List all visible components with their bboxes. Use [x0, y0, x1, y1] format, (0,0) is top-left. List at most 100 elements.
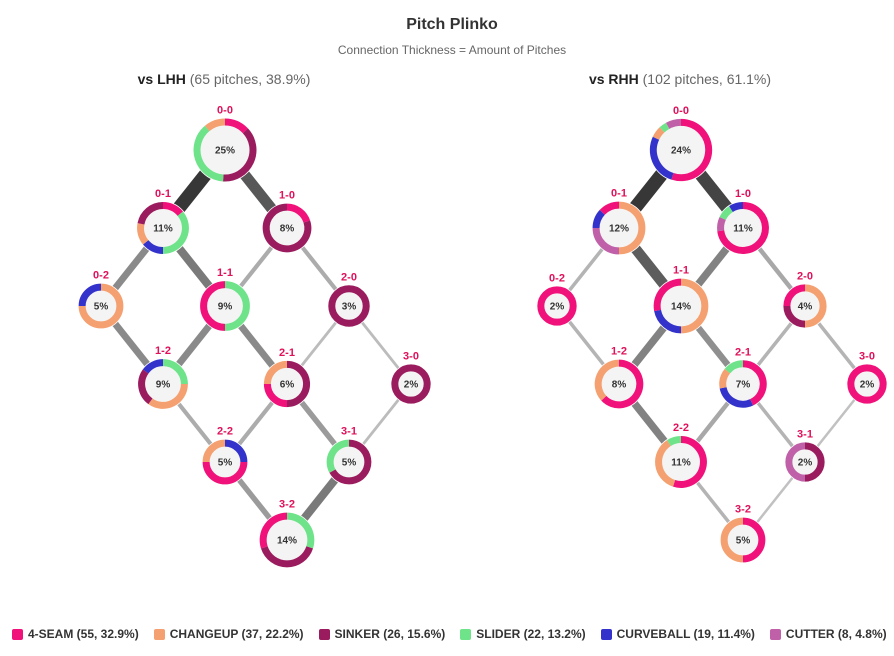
node-1-0: 8% 1-0	[261, 190, 313, 254]
node-pct-label: 11%	[671, 458, 691, 469]
node-pct-label: 11%	[153, 224, 173, 235]
ring-segment-4-seam	[202, 461, 248, 485]
ring-segment-4-seam	[672, 436, 707, 488]
node-pct-label: 24%	[671, 146, 691, 157]
ring-segment-sinker	[804, 442, 825, 482]
node-count-label: 2-2	[673, 422, 689, 434]
ring-segment-sinker	[783, 305, 806, 328]
node-1-1: 14% 1-1	[652, 265, 710, 335]
ring-segment-slider	[719, 206, 734, 221]
node-count-label: 0-1	[155, 188, 171, 200]
ring-segment-4-seam	[286, 203, 311, 223]
ring-segment-changeup	[148, 383, 188, 409]
legend-item-changeup[interactable]: CHANGEUP (37, 22.2%)	[153, 627, 304, 641]
node-count-label: 3-1	[341, 426, 357, 438]
plinko-panel-rhh: 24% 0-0 12% 0-1 11% 1-0 2% 0-2 14% 1-1 4% 2-0 8% 1-2 7…	[536, 105, 888, 564]
ring-segment-curveball	[592, 209, 605, 229]
ring-segment-sinker	[328, 285, 370, 327]
node-count-label: 0-0	[673, 105, 689, 117]
node-count-label: 1-2	[611, 346, 627, 358]
node-pct-label: 8%	[612, 380, 627, 391]
node-0-0: 24% 0-0	[649, 105, 713, 182]
plinko-diagram: 25% 0-0 11% 0-1 8% 1-0 5% 0-2 9% 1-1 3% 2-0 9% 1-2 6% 2…	[77, 105, 888, 569]
node-2-2: 11% 2-2	[654, 422, 708, 489]
node-2-0: 3% 2-0	[327, 271, 371, 328]
ring-segment-sinker	[286, 360, 310, 408]
legend-swatch	[153, 628, 165, 640]
node-3-0: 2% 3-0	[390, 350, 432, 405]
node-count-label: 1-2	[155, 345, 171, 357]
node-count-label: 3-0	[859, 350, 875, 362]
node-pct-label: 2%	[404, 380, 419, 391]
node-0-0: 25% 0-0	[192, 105, 258, 183]
node-3-0: 2% 3-0	[846, 350, 888, 405]
ring-segment-changeup	[594, 359, 620, 401]
ring-segment-cutter	[665, 118, 682, 129]
legend-label: CHANGEUP (37, 22.2%)	[169, 627, 304, 641]
ring-segment-changeup	[78, 283, 124, 329]
node-3-1: 2% 3-1	[784, 428, 826, 483]
ring-segment-curveball	[654, 309, 682, 334]
ring-segment-cutter	[785, 442, 806, 482]
ring-segment-curveball	[649, 136, 674, 180]
plinko-panel-lhh: 25% 0-0 11% 0-1 8% 1-0 5% 0-2 9% 1-1 3% 2-0 9% 1-2 6% 2…	[77, 105, 432, 569]
legend-swatch	[460, 628, 472, 640]
node-pct-label: 6%	[280, 380, 295, 391]
legend-item-cutter[interactable]: CUTTER (8, 4.8%)	[769, 627, 887, 641]
node-pct-label: 2%	[798, 458, 813, 469]
panel-hand-rhh: vs RHH	[588, 71, 639, 87]
node-3-1: 5% 3-1	[325, 426, 373, 486]
ring-segment-changeup	[680, 278, 709, 334]
legend-item-slider[interactable]: SLIDER (22, 13.2%)	[460, 627, 586, 641]
node-1-0: 11% 1-0	[716, 188, 770, 255]
ring-segment-cutter	[592, 227, 620, 255]
ring-segment-sinker	[260, 546, 314, 568]
node-1-2: 9% 1-2	[137, 345, 189, 410]
panel-title-lhh: vs LHH (65 pitches, 38.9%)	[114, 71, 334, 87]
node-2-1: 7% 2-1	[718, 346, 768, 409]
ring-segment-changeup	[719, 368, 731, 389]
node-count-label: 3-2	[735, 504, 751, 516]
chart-title: Pitch Plinko	[406, 16, 498, 33]
legend-item-4seam[interactable]: 4-SEAM (55, 32.9%)	[12, 627, 139, 641]
ring-segment-sinker	[391, 364, 431, 404]
ring-segment-sinker	[223, 128, 257, 182]
ring-segment-4-seam	[742, 360, 767, 406]
ring-segment-4-seam	[263, 383, 288, 408]
ring-segment-4-seam	[653, 278, 682, 312]
node-pct-label: 25%	[215, 146, 235, 157]
ring-segment-changeup	[137, 223, 149, 245]
node-count-label: 3-2	[279, 499, 295, 511]
legend-swatch	[318, 628, 330, 640]
ring-segment-curveball	[142, 359, 164, 374]
node-count-label: 3-1	[797, 428, 813, 440]
node-pct-label: 3%	[342, 302, 357, 313]
ring-segment-curveball	[729, 202, 744, 213]
ring-segment-slider	[659, 122, 670, 133]
node-0-1: 12% 0-1	[591, 188, 647, 256]
node-0-2: 2% 0-2	[536, 272, 578, 327]
ring-segment-4-seam	[671, 118, 713, 182]
ring-segment-slider	[162, 359, 188, 385]
ring-segment-curveball	[78, 283, 102, 307]
node-pct-label: 5%	[94, 302, 109, 313]
node-count-label: 2-1	[735, 346, 751, 358]
legend-item-curveball[interactable]: CURVEBALL (19, 11.4%)	[600, 627, 755, 641]
legend-label: CUTTER (8, 4.8%)	[785, 627, 887, 641]
ring-segment-curveball	[143, 239, 164, 254]
ring-segment-slider	[667, 436, 682, 447]
ring-segment-changeup	[655, 440, 676, 487]
ring-segment-slider	[162, 211, 189, 254]
legend-swatch	[12, 628, 23, 640]
ring-segment-sinker	[137, 202, 164, 225]
node-pct-label: 5%	[736, 536, 751, 547]
ring-segment-sinker	[262, 203, 312, 253]
ring-segment-slider	[224, 281, 250, 331]
legend-item-sinker[interactable]: SINKER (26, 15.6%)	[318, 627, 445, 641]
ring-segment-4-seam	[601, 359, 644, 409]
node-pct-label: 4%	[798, 302, 813, 313]
node-3-2: 14% 3-2	[258, 499, 316, 569]
ring-segment-changeup	[204, 118, 226, 132]
node-pct-label: 8%	[280, 224, 295, 235]
ring-segment-4-seam	[224, 118, 248, 134]
